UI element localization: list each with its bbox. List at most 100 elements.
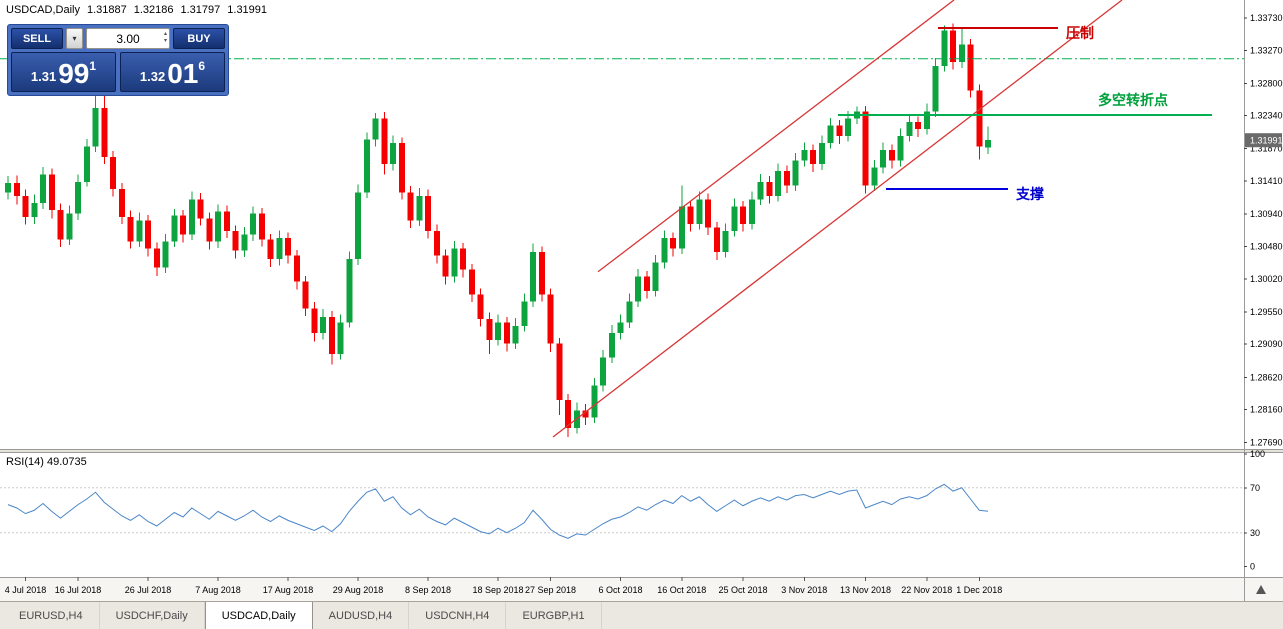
price-axis-label: 1.32800 bbox=[1250, 78, 1283, 88]
date-axis-label: 25 Oct 2018 bbox=[718, 585, 767, 595]
candle-body bbox=[293, 255, 300, 282]
volume-dropdown-button[interactable]: ▾ bbox=[66, 28, 83, 49]
sell-button[interactable]: SELL bbox=[11, 28, 63, 49]
candle-body bbox=[118, 188, 125, 217]
candle-body bbox=[398, 143, 405, 193]
chart-tab-eurusd-h4[interactable]: EURUSD,H4 bbox=[3, 602, 100, 629]
ohlc-open: 1.31887 bbox=[86, 4, 127, 16]
ohlc-low: 1.31797 bbox=[180, 4, 221, 16]
candle-body bbox=[556, 343, 563, 400]
price-axis-label: 1.28620 bbox=[1250, 372, 1283, 382]
candle-body bbox=[110, 157, 116, 189]
candle-body bbox=[810, 150, 816, 165]
date-axis-label: 1 Dec 2018 bbox=[956, 585, 1002, 595]
price-axis-label: 1.30020 bbox=[1250, 274, 1283, 284]
chart-tab-usdcnh-h4[interactable]: USDCNH,H4 bbox=[409, 602, 507, 629]
candle-body bbox=[197, 199, 204, 219]
chart-tab-usdcad-daily[interactable]: USDCAD,Daily bbox=[204, 602, 313, 629]
candle-body bbox=[678, 206, 685, 249]
candle-body bbox=[425, 195, 431, 232]
rsi-line bbox=[7, 483, 989, 539]
candle-body bbox=[381, 118, 388, 165]
candle-body bbox=[503, 322, 510, 344]
candle-body bbox=[643, 276, 650, 291]
price-axis-label: 1.31870 bbox=[1250, 144, 1283, 154]
date-axis-label: 8 Sep 2018 bbox=[405, 585, 451, 595]
ask-prefix: 1.32 bbox=[139, 69, 166, 84]
candle-body bbox=[967, 44, 974, 91]
channel-lower-trendline[interactable] bbox=[552, 0, 1123, 438]
candle-body bbox=[232, 231, 239, 251]
bid-pipette: 1 bbox=[89, 59, 97, 73]
candle-body bbox=[22, 195, 29, 217]
ask-pipette: 6 bbox=[198, 59, 206, 73]
candle-body bbox=[433, 231, 440, 256]
buy-button[interactable]: BUY bbox=[173, 28, 225, 49]
ohlc-close: 1.31991 bbox=[227, 4, 268, 16]
candle-body bbox=[180, 215, 186, 235]
chart-tab-usdchf-daily[interactable]: USDCHF,Daily bbox=[100, 602, 205, 629]
chart-symbol: USDCAD,Daily bbox=[6, 4, 80, 16]
support-label: 支撑 bbox=[1015, 186, 1044, 202]
spin-down-icon[interactable]: ▾ bbox=[163, 38, 167, 44]
bid-big-digits: 99 bbox=[58, 58, 90, 89]
date-axis-label: 17 Aug 2018 bbox=[263, 585, 314, 595]
chevron-down-icon: ▾ bbox=[72, 34, 77, 43]
candle-body bbox=[477, 294, 484, 319]
candle-body bbox=[687, 206, 694, 224]
candle-body bbox=[311, 308, 318, 333]
candle-body bbox=[66, 213, 73, 240]
candle-body bbox=[635, 276, 641, 302]
scale-toggle-arrow-icon[interactable] bbox=[1256, 585, 1266, 594]
candle-body bbox=[512, 325, 519, 344]
bid-price-display[interactable]: 1.31 99 1 bbox=[11, 52, 116, 92]
candle-body bbox=[407, 192, 414, 221]
candle-body bbox=[757, 181, 764, 200]
candle-body bbox=[582, 410, 589, 418]
chart-tab-eurgbp-h1[interactable]: EURGBP,H1 bbox=[506, 602, 602, 629]
candle-body bbox=[818, 143, 825, 165]
ask-price-display[interactable]: 1.32 01 6 bbox=[120, 52, 225, 92]
candle-body bbox=[731, 206, 738, 232]
candle-body bbox=[915, 122, 921, 130]
rsi-axis-label: 100 bbox=[1250, 449, 1265, 459]
candle-body bbox=[530, 252, 536, 302]
candle-body bbox=[346, 259, 353, 323]
candle-body bbox=[985, 140, 991, 148]
candle-body bbox=[153, 248, 160, 268]
spin-up-icon[interactable]: ▴ bbox=[163, 31, 167, 37]
candle-body bbox=[775, 171, 781, 196]
channel-upper-trendline[interactable] bbox=[597, 0, 955, 273]
candle-body bbox=[451, 248, 458, 277]
candle-body bbox=[521, 301, 528, 326]
candle-body bbox=[897, 136, 904, 161]
candle-body bbox=[48, 174, 55, 210]
volume-spinner[interactable]: ▴ ▾ bbox=[164, 31, 167, 45]
candle-body bbox=[958, 44, 965, 63]
rsi-axis-label: 0 bbox=[1250, 562, 1255, 572]
candle-body bbox=[941, 30, 948, 66]
date-axis-label: 29 Aug 2018 bbox=[333, 585, 384, 595]
candle-body bbox=[258, 213, 265, 240]
pane-splitter[interactable] bbox=[0, 449, 1283, 453]
rsi-axis-label: 30 bbox=[1250, 528, 1260, 538]
date-axis-label: 13 Nov 2018 bbox=[840, 585, 891, 595]
candle-body bbox=[713, 227, 720, 253]
price-axis-label: 1.31410 bbox=[1250, 176, 1283, 186]
candle-body bbox=[267, 239, 274, 260]
candle-body bbox=[206, 218, 213, 242]
volume-input[interactable]: 3.00 ▴ ▾ bbox=[86, 28, 170, 49]
candle-body bbox=[468, 269, 475, 295]
candle-body bbox=[223, 211, 230, 232]
candle-body bbox=[600, 357, 606, 386]
candle-body bbox=[250, 213, 256, 235]
time-axis-strip[interactable] bbox=[0, 577, 1283, 601]
candle-body bbox=[486, 318, 493, 341]
candle-body bbox=[976, 90, 983, 147]
chart-tab-audusd-h4[interactable]: AUDUSD,H4 bbox=[313, 602, 410, 629]
candle-body bbox=[670, 238, 676, 249]
candle-body bbox=[136, 220, 143, 242]
candle-body bbox=[372, 118, 379, 140]
price-axis-label: 1.29550 bbox=[1250, 307, 1283, 317]
